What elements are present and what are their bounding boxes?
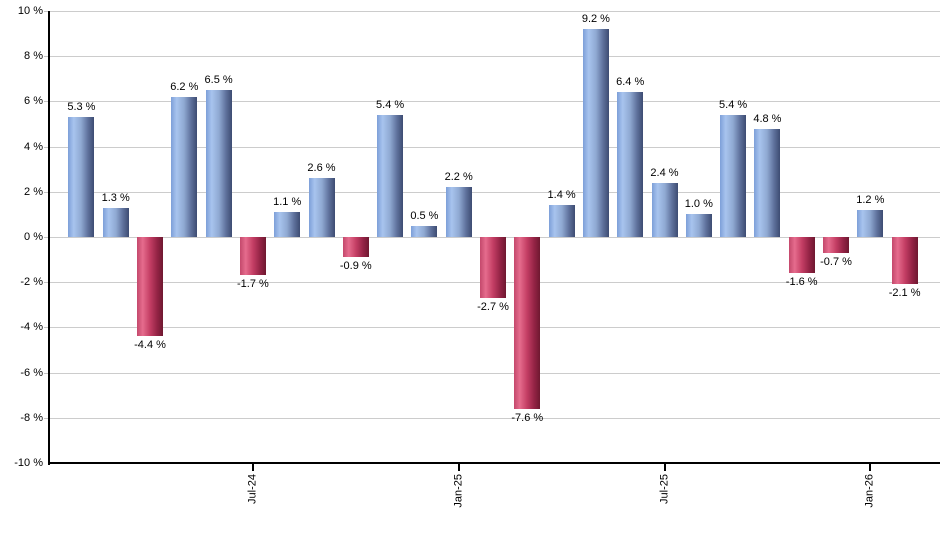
- bar-value-label: 0.5 %: [410, 209, 439, 222]
- bar-value-label: -2.1 %: [888, 287, 921, 300]
- bar-negative: [891, 237, 918, 285]
- y-axis-line: [48, 11, 50, 465]
- y-axis-label: -2 %: [20, 276, 43, 289]
- x-axis-line: [48, 462, 940, 464]
- bar-positive: [171, 96, 198, 237]
- bar-negative: [239, 237, 266, 276]
- bar-value-label: 4.8 %: [753, 112, 782, 125]
- bar-value-label: 1.4 %: [547, 189, 576, 202]
- x-axis-label: Jan-26: [863, 474, 876, 508]
- y-axis-tick: [44, 417, 50, 419]
- bar-value-label: 1.1 %: [273, 196, 302, 209]
- bar-positive: [651, 182, 678, 237]
- y-axis-label: 8 %: [24, 50, 43, 63]
- bar-value-label: 1.0 %: [684, 198, 713, 211]
- x-axis-tick: [663, 463, 666, 471]
- bar-value-label: 1.2 %: [856, 193, 885, 206]
- y-axis-tick: [44, 11, 50, 12]
- y-axis-label: 6 %: [24, 95, 43, 108]
- bar-value-label: 9.2 %: [581, 13, 610, 26]
- gridline: [50, 101, 940, 103]
- bar-value-label: 2.6 %: [307, 162, 336, 175]
- y-axis-tick: [44, 146, 50, 148]
- y-axis-label: -8 %: [20, 411, 43, 424]
- bar-value-label: -0.7 %: [820, 255, 852, 268]
- x-axis-tick: [869, 463, 872, 471]
- y-axis-label: -4 %: [20, 321, 43, 334]
- y-axis-tick: [44, 282, 50, 284]
- bar-positive: [617, 92, 644, 237]
- y-axis-label: -6 %: [20, 366, 43, 379]
- bar-positive: [548, 205, 575, 237]
- bar-positive: [274, 212, 301, 237]
- bar-value-label: 2.4 %: [650, 166, 679, 179]
- bar-value-label: -1.7 %: [236, 278, 269, 291]
- x-axis-label: Jul-24: [246, 474, 259, 504]
- y-axis-tick: [44, 191, 50, 193]
- y-axis-tick: [44, 56, 50, 58]
- bar-negative: [514, 237, 541, 409]
- bar-positive: [754, 128, 781, 237]
- bar-positive: [68, 117, 95, 237]
- y-axis-label: 0 %: [24, 231, 43, 243]
- y-axis-tick: [44, 101, 50, 103]
- bar-negative: [342, 237, 369, 258]
- bar-negative: [823, 237, 849, 253]
- bar-positive: [102, 207, 129, 237]
- y-axis-label: 4 %: [24, 140, 43, 153]
- bar-positive: [205, 90, 232, 237]
- bar-positive: [685, 214, 712, 237]
- gridline: [50, 11, 940, 12]
- x-axis-tick: [457, 463, 460, 471]
- bar-positive: [582, 29, 609, 237]
- y-axis-label: -10 %: [14, 457, 43, 469]
- gridline: [50, 56, 940, 58]
- bar-value-label: 5.4 %: [719, 98, 748, 111]
- x-axis-label: Jan-25: [452, 474, 465, 508]
- bar-value-label: 5.3 %: [67, 101, 96, 114]
- bar-positive: [411, 225, 438, 237]
- bar-positive: [308, 178, 335, 237]
- bar-positive: [857, 209, 884, 237]
- bar-positive: [720, 114, 747, 237]
- bar-value-label: -2.7 %: [477, 301, 509, 314]
- y-axis-label: 10 %: [17, 5, 43, 17]
- bar-value-label: -7.6 %: [511, 411, 544, 424]
- bar-value-label: 2.2 %: [444, 171, 473, 184]
- y-axis-tick: [44, 372, 50, 374]
- gridline: [50, 372, 940, 374]
- y-axis-tick: [44, 237, 50, 238]
- y-axis-label: 2 %: [24, 185, 43, 198]
- bar-negative: [788, 237, 815, 274]
- gridline: [50, 417, 940, 419]
- bar-value-label: 5.4 %: [376, 98, 405, 111]
- bar-value-label: 1.3 %: [101, 191, 130, 204]
- x-axis-tick: [251, 463, 254, 471]
- y-axis-tick: [44, 327, 50, 329]
- bar-value-label: 6.2 %: [170, 80, 199, 93]
- bar-value-label: -0.9 %: [339, 260, 372, 273]
- bar-value-label: 6.5 %: [204, 74, 233, 87]
- gridline: [50, 191, 940, 193]
- gridline: [50, 146, 940, 148]
- bar-positive: [377, 114, 404, 237]
- gridline: [50, 327, 940, 329]
- bar-value-label: -1.6 %: [785, 276, 818, 289]
- bar-negative: [480, 237, 506, 299]
- bar-positive: [445, 187, 472, 237]
- bar-value-label: 6.4 %: [616, 76, 645, 89]
- x-axis-label: Jul-25: [658, 474, 670, 504]
- bar-negative: [137, 237, 163, 337]
- bar-value-label: -4.4 %: [134, 339, 166, 352]
